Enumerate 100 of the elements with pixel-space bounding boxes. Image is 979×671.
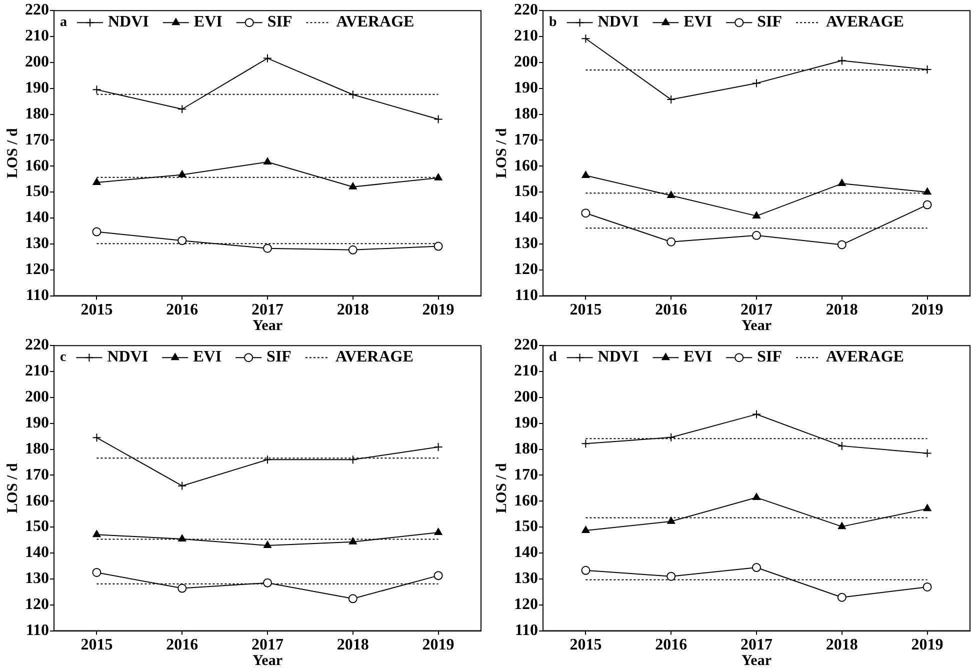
point [922, 64, 932, 74]
legend-label: AVERAGE [336, 14, 414, 31]
point [838, 522, 846, 530]
legend-label: NDVI [598, 348, 639, 366]
point [923, 188, 932, 195]
y-tick-label: 210 [514, 362, 538, 380]
point [837, 592, 846, 602]
y-axis-title: LOS / d [494, 462, 510, 514]
y-tick-label: 140 [25, 209, 49, 226]
y-tick-label: 180 [25, 105, 49, 122]
point [92, 433, 102, 442]
y-tick-label: 210 [25, 362, 49, 380]
x-axis-title: Year [252, 652, 283, 669]
y-axis-title: LOS / d [494, 128, 510, 178]
point [264, 158, 272, 165]
x-tick-label: 2017 [252, 302, 284, 319]
point [837, 240, 846, 250]
y-tick-label: 190 [25, 414, 49, 432]
legend-label: NDVI [107, 348, 148, 366]
point [837, 56, 846, 66]
x-tick-label: 2016 [655, 302, 688, 319]
x-tick-label: 2015 [80, 636, 113, 654]
point [178, 584, 187, 593]
point [92, 85, 102, 94]
point [348, 245, 358, 254]
x-tick-label: 2017 [740, 302, 772, 319]
y-tick-label: 180 [514, 105, 538, 122]
point [434, 442, 443, 452]
point [92, 178, 101, 185]
x-tick-label: 2018 [336, 636, 369, 654]
y-tick-label: 110 [26, 286, 49, 304]
y-tick-label: 210 [514, 28, 538, 45]
point [581, 208, 590, 218]
x-tick-label: 2018 [336, 302, 369, 319]
x-tick-label: 2016 [166, 302, 198, 319]
y-tick-label: 150 [514, 183, 538, 200]
point [348, 182, 357, 190]
point [92, 227, 102, 236]
y-tick-label: 200 [514, 54, 538, 71]
y-tick-label: 160 [25, 157, 49, 174]
chart-title: c [60, 350, 66, 366]
legend-label: AVERAGE [826, 14, 904, 31]
point [434, 114, 443, 124]
point [178, 481, 187, 490]
y-tick-label: 140 [25, 544, 49, 562]
y-tick-label: 110 [26, 622, 49, 639]
y-tick-label: 110 [514, 622, 538, 639]
y-tick-label: 170 [25, 131, 49, 148]
x-axis-title: Year [252, 318, 283, 334]
point [263, 54, 272, 63]
y-tick-label: 190 [25, 80, 49, 97]
x-tick-label: 2016 [166, 636, 198, 654]
point [838, 179, 846, 186]
y-tick-label: 210 [25, 28, 49, 45]
y-tick-label: 110 [514, 286, 538, 304]
point [752, 230, 761, 240]
legend-label: AVERAGE [826, 348, 904, 366]
y-tick-label: 140 [514, 544, 538, 562]
point [837, 441, 846, 450]
legend-label: SIF [267, 14, 292, 31]
point [348, 537, 357, 544]
legend-label: NDVI [108, 14, 149, 31]
point [922, 200, 932, 210]
y-tick-label: 140 [514, 209, 538, 226]
x-axis-title: Year [742, 318, 772, 334]
legend-label: EVI [193, 348, 222, 366]
legend-label: EVI [684, 14, 712, 31]
point [264, 541, 272, 548]
point [434, 571, 443, 580]
y-axis-title: LOS / d [4, 462, 21, 514]
y-tick-label: 160 [25, 492, 49, 510]
legend-label: EVI [194, 14, 222, 31]
point [582, 526, 590, 533]
y-tick-label: 150 [25, 183, 49, 200]
x-tick-label: 2018 [826, 636, 858, 654]
y-tick-label: 170 [514, 466, 538, 484]
y-tick-label: 120 [514, 261, 538, 278]
y-tick-label: 220 [514, 2, 538, 19]
y-tick-label: 200 [25, 388, 49, 406]
point [666, 432, 676, 442]
x-tick-label: 2019 [911, 636, 944, 654]
point [581, 566, 590, 575]
point [348, 594, 358, 604]
y-tick-label: 200 [25, 54, 49, 71]
y-tick-label: 120 [25, 596, 49, 614]
point [667, 516, 676, 524]
point [667, 190, 676, 198]
point [666, 237, 676, 246]
y-tick-label: 170 [514, 131, 538, 148]
point [666, 95, 676, 104]
point [178, 104, 187, 114]
point [581, 439, 590, 448]
x-tick-label: 2017 [740, 636, 772, 654]
y-tick-label: 190 [514, 80, 538, 97]
legend-label: SIF [266, 348, 292, 366]
point [434, 242, 443, 251]
point [348, 90, 358, 100]
y-tick-label: 220 [514, 336, 538, 354]
x-tick-label: 2015 [570, 636, 602, 654]
y-tick-label: 180 [514, 440, 538, 458]
